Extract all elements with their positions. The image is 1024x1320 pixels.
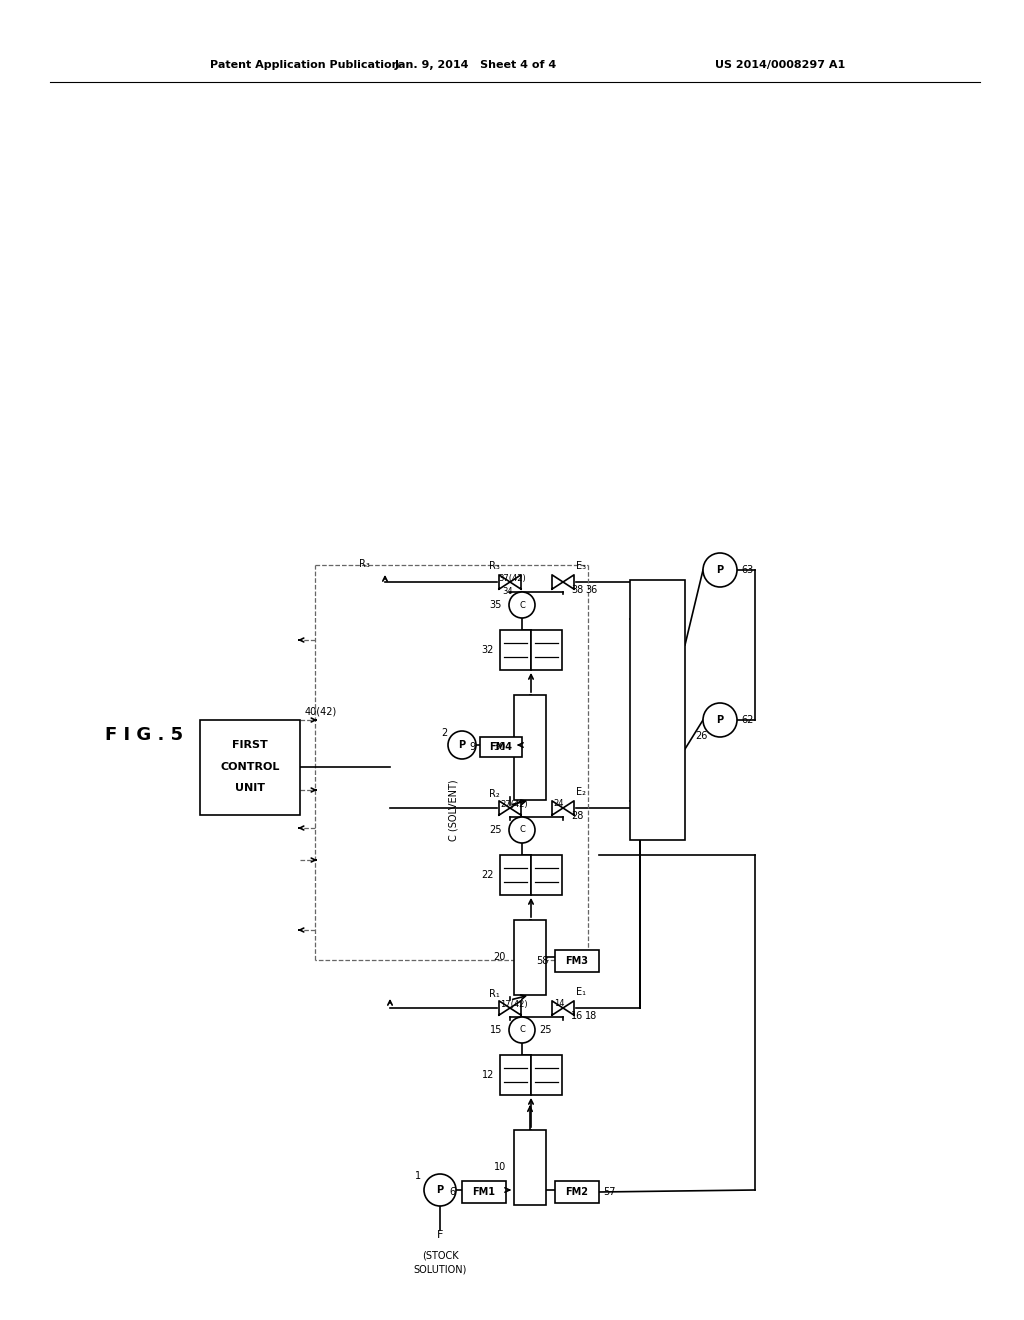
- Text: E₂: E₂: [575, 787, 586, 797]
- Text: 25: 25: [489, 825, 502, 836]
- Text: 15: 15: [489, 1026, 502, 1035]
- Text: 57: 57: [603, 1187, 615, 1197]
- Circle shape: [449, 731, 476, 759]
- Text: C: C: [519, 825, 525, 834]
- Text: C: C: [519, 1026, 525, 1035]
- Text: 22: 22: [481, 870, 494, 880]
- Bar: [630, 579, 685, 840]
- Text: F I G . 5: F I G . 5: [105, 726, 183, 744]
- Polygon shape: [510, 801, 521, 816]
- Text: P: P: [436, 1185, 443, 1195]
- Bar: [531, 630, 562, 671]
- Text: 38: 38: [570, 585, 583, 595]
- Text: 9: 9: [469, 742, 475, 752]
- Bar: [531, 1055, 562, 1096]
- Circle shape: [509, 1016, 535, 1043]
- Text: 25: 25: [539, 1026, 552, 1035]
- Polygon shape: [510, 574, 521, 589]
- Polygon shape: [510, 1001, 521, 1015]
- Text: E₃: E₃: [575, 561, 586, 572]
- Bar: [480, 737, 522, 756]
- Text: P: P: [717, 715, 724, 725]
- Text: 34: 34: [503, 587, 513, 597]
- Bar: [500, 1055, 531, 1096]
- Text: 58: 58: [537, 956, 549, 966]
- Text: P: P: [717, 565, 724, 576]
- Text: FM2: FM2: [565, 1187, 589, 1197]
- Polygon shape: [563, 1001, 574, 1015]
- Polygon shape: [499, 1001, 510, 1015]
- Text: 2: 2: [441, 729, 447, 738]
- Circle shape: [703, 553, 737, 587]
- Text: 32: 32: [481, 645, 494, 655]
- Text: 40(42): 40(42): [305, 708, 337, 717]
- Text: 63: 63: [741, 565, 754, 576]
- Text: UNIT: UNIT: [234, 783, 265, 793]
- Bar: [514, 920, 546, 995]
- Text: FM4: FM4: [489, 742, 512, 752]
- Text: P: P: [459, 741, 466, 750]
- Text: 27(42): 27(42): [500, 800, 527, 809]
- Bar: [200, 719, 300, 814]
- Text: 30: 30: [494, 742, 506, 752]
- Text: 18: 18: [585, 1011, 597, 1020]
- Text: SOLUTION): SOLUTION): [414, 1265, 467, 1275]
- Text: R₂: R₂: [488, 789, 500, 799]
- Polygon shape: [552, 1001, 563, 1015]
- Polygon shape: [563, 801, 574, 816]
- Text: 12: 12: [481, 1071, 494, 1080]
- Text: (STOCK: (STOCK: [422, 1250, 459, 1261]
- Text: E₁: E₁: [575, 987, 586, 997]
- Text: C: C: [519, 601, 525, 610]
- Polygon shape: [552, 801, 563, 816]
- Text: 26: 26: [695, 731, 708, 741]
- Text: 10: 10: [494, 1162, 506, 1172]
- Text: 62: 62: [741, 715, 754, 725]
- Circle shape: [509, 591, 535, 618]
- Text: 1: 1: [415, 1171, 421, 1181]
- Polygon shape: [499, 801, 510, 816]
- Text: 16: 16: [570, 1011, 583, 1020]
- Text: 14: 14: [554, 999, 564, 1008]
- Text: 17(42): 17(42): [500, 1001, 527, 1010]
- Polygon shape: [499, 574, 510, 589]
- Text: FIRST: FIRST: [232, 741, 268, 750]
- Circle shape: [509, 817, 535, 843]
- Text: 35: 35: [489, 601, 502, 610]
- Text: R₃: R₃: [488, 561, 500, 572]
- Circle shape: [424, 1173, 456, 1206]
- Text: R₁: R₁: [488, 989, 500, 999]
- Circle shape: [703, 704, 737, 737]
- Bar: [555, 1181, 599, 1203]
- Text: US 2014/0008297 A1: US 2014/0008297 A1: [715, 59, 845, 70]
- Text: 6: 6: [450, 1187, 456, 1197]
- Text: Patent Application Publication: Patent Application Publication: [210, 59, 399, 70]
- Text: 20: 20: [494, 952, 506, 962]
- Polygon shape: [552, 574, 563, 589]
- Text: C (SOLVENT): C (SOLVENT): [449, 779, 459, 841]
- Bar: [500, 855, 531, 895]
- Text: Jan. 9, 2014   Sheet 4 of 4: Jan. 9, 2014 Sheet 4 of 4: [395, 59, 557, 70]
- Text: 37(42): 37(42): [498, 573, 526, 582]
- Text: 36: 36: [585, 585, 597, 595]
- Bar: [500, 630, 531, 671]
- Polygon shape: [563, 574, 574, 589]
- Bar: [514, 696, 546, 800]
- Text: CONTROL: CONTROL: [220, 762, 280, 772]
- Bar: [462, 1181, 506, 1203]
- Text: FM3: FM3: [565, 956, 589, 966]
- Text: 24: 24: [554, 800, 564, 808]
- Bar: [531, 855, 562, 895]
- Bar: [514, 1130, 546, 1205]
- Text: 28: 28: [570, 810, 584, 821]
- Text: R₃: R₃: [359, 558, 370, 569]
- Bar: [555, 950, 599, 972]
- Text: FM1: FM1: [472, 1187, 496, 1197]
- Text: F: F: [437, 1230, 443, 1239]
